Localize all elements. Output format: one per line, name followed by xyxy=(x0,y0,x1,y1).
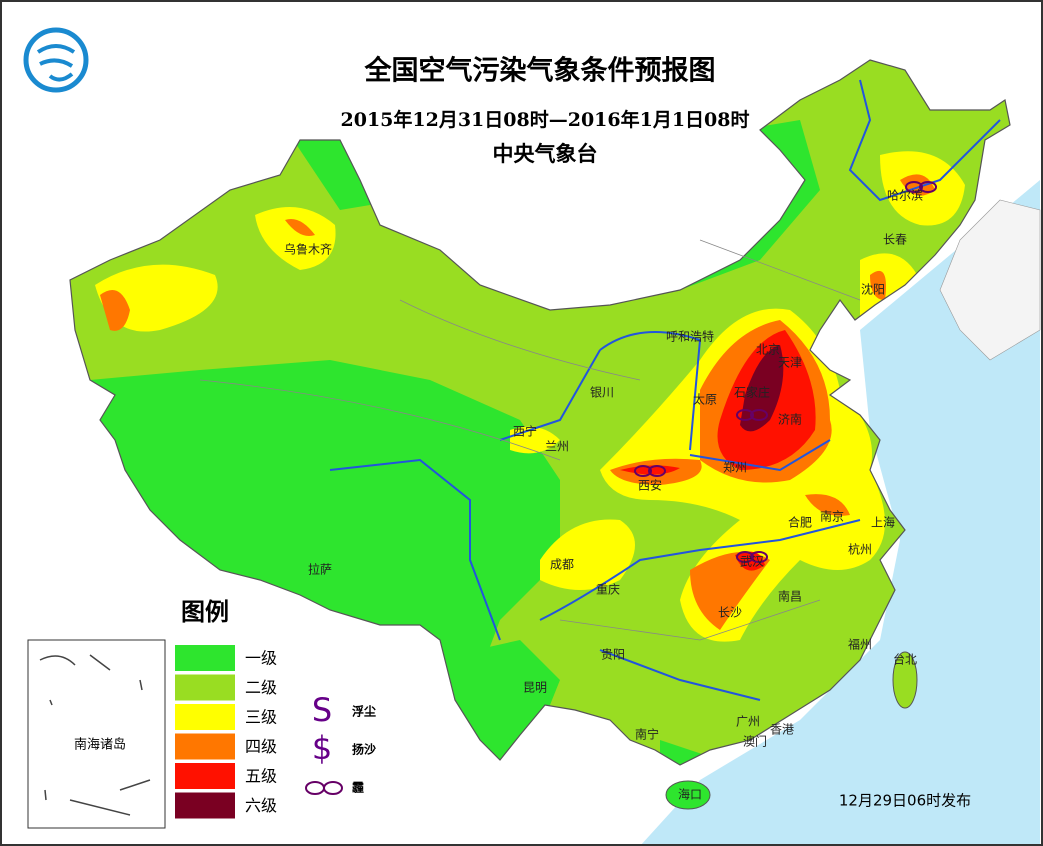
symbol-label: 浮尘 xyxy=(352,704,376,719)
city-label: 西宁 xyxy=(513,424,537,439)
legend-label: 五级 xyxy=(245,767,277,786)
inset-frame xyxy=(27,639,166,829)
symbol-label: 霾 xyxy=(352,781,364,795)
city-label: 南宁 xyxy=(635,727,659,742)
city-label: 合肥 xyxy=(788,515,812,530)
issuer: 中央气象台 xyxy=(493,142,598,166)
city-label: 济南 xyxy=(778,412,802,427)
legend-label: 六级 xyxy=(245,796,277,815)
city-label: 重庆 xyxy=(596,583,620,597)
legend-swatch xyxy=(175,763,235,789)
city-label: 银川 xyxy=(590,386,614,400)
city-label: 贵阳 xyxy=(601,648,625,662)
city-label: 香港 xyxy=(770,723,794,737)
city-label: 广州 xyxy=(736,715,760,729)
city-label: 哈尔滨 xyxy=(887,188,923,203)
period: 2015年12月31日08时—2016年1月1日08时 xyxy=(341,108,750,131)
city-label: 上海 xyxy=(871,515,895,530)
hainan xyxy=(665,780,711,810)
symbol-glyph: $ xyxy=(312,729,332,767)
city-label: 长沙 xyxy=(718,606,742,620)
city-label: 兰州 xyxy=(545,440,569,454)
symbol-glyph: S xyxy=(312,691,332,729)
legend-swatch xyxy=(175,704,235,730)
city-label: 西安 xyxy=(638,478,662,493)
city-label: 台北 xyxy=(893,652,917,667)
legend-label: 一级 xyxy=(245,649,277,668)
city-label: 郑州 xyxy=(723,460,747,475)
legend-title: 图例 xyxy=(181,598,229,626)
rivers xyxy=(329,79,1001,701)
city-label: 拉萨 xyxy=(308,562,332,577)
legend-swatch xyxy=(175,645,235,671)
symbol-label: 扬沙 xyxy=(352,742,376,757)
inset-islands xyxy=(39,654,151,816)
city-label: 沈阳 xyxy=(861,282,885,297)
neighbor-land xyxy=(939,199,1041,361)
city-label: 福州 xyxy=(848,637,872,652)
city-label: 成都 xyxy=(550,558,574,572)
city-label: 武汉 xyxy=(740,555,764,569)
province-borders xyxy=(199,239,861,641)
city-label: 海口 xyxy=(678,787,702,802)
issued-time: 12月29日06时发布 xyxy=(839,792,971,810)
logo xyxy=(23,27,89,93)
city-label: 太原 xyxy=(693,392,717,407)
legend-label: 二级 xyxy=(245,678,277,697)
city-label: 石家庄 xyxy=(734,385,770,400)
zone-level6 xyxy=(740,345,784,432)
city-label: 杭州 xyxy=(848,542,872,557)
taiwan xyxy=(892,651,918,709)
legend-label: 四级 xyxy=(245,737,277,756)
city-label: 天津 xyxy=(778,356,802,370)
city-label: 南昌 xyxy=(778,589,802,604)
legend-swatch xyxy=(175,674,235,701)
legend-swatch xyxy=(175,792,235,819)
city-label: 北京 xyxy=(756,343,780,357)
city-label: 南京 xyxy=(820,509,844,524)
city-label: 乌鲁木齐 xyxy=(284,242,332,257)
city-label: 昆明 xyxy=(523,681,547,695)
city-label: 呼和浩特 xyxy=(666,329,714,344)
title: 全国空气污染气象条件预报图 xyxy=(364,55,716,87)
legend-swatch xyxy=(175,733,235,760)
city-label: 澳门 xyxy=(743,734,767,749)
sea xyxy=(640,180,1040,846)
haze-icon xyxy=(323,781,343,795)
haze-markers xyxy=(634,181,937,563)
legend-label: 三级 xyxy=(245,708,277,727)
city-label: 长春 xyxy=(883,233,907,247)
inset-label: 南海诸岛 xyxy=(74,737,126,753)
